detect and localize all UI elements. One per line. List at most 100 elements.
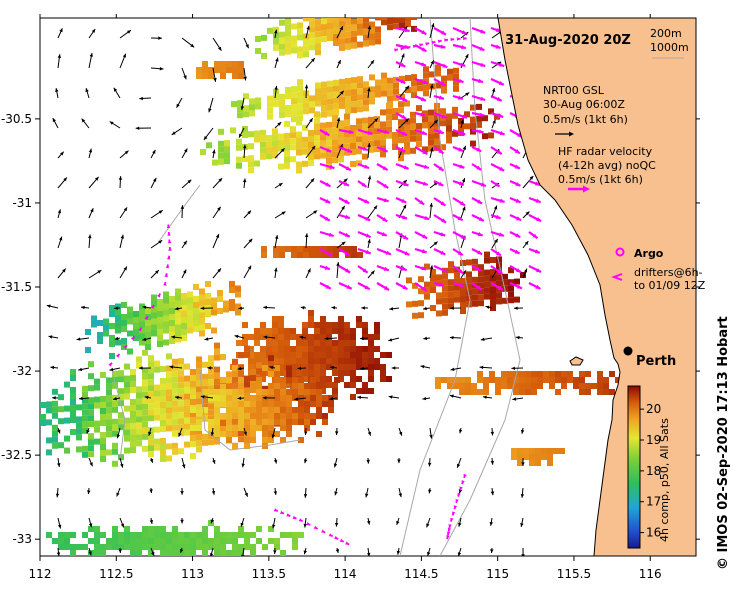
lon-tick-label: 112.5 <box>99 567 133 581</box>
sst-pixel <box>434 114 440 121</box>
radar-velocity-arrows <box>319 26 542 292</box>
sst-pixel <box>304 413 310 419</box>
sst-pixel <box>214 389 220 395</box>
sst-pixel <box>214 342 220 349</box>
sst-pixel <box>100 456 106 462</box>
sst-pixel <box>124 405 130 412</box>
model-arrow <box>334 517 339 527</box>
sst-pixel <box>290 346 296 352</box>
model-arrow <box>200 306 214 310</box>
sst-pixel <box>362 352 368 358</box>
sst-pixel <box>250 395 256 401</box>
radar-arrow <box>395 112 407 120</box>
model-arrow <box>367 87 371 99</box>
sst-pixel <box>124 363 130 370</box>
sst-pixel <box>94 426 100 433</box>
sst-pixel <box>250 413 256 419</box>
sst-pixel <box>440 108 446 115</box>
sst-pixel <box>151 318 157 325</box>
sst-pixel <box>478 264 484 271</box>
model-arrow <box>181 37 195 48</box>
sst-pixel <box>181 317 187 323</box>
sst-pixel <box>243 105 249 112</box>
sst-pixel <box>310 389 316 395</box>
sst-pixel <box>537 371 543 377</box>
sst-pixel <box>220 413 226 419</box>
sst-pixel <box>291 47 297 54</box>
sst-pixel <box>320 364 326 370</box>
sst-pixel <box>430 287 436 293</box>
sst-pixel <box>214 544 220 550</box>
model-arrow <box>150 239 163 249</box>
model-arrow <box>391 366 399 370</box>
model-arrow <box>274 211 286 219</box>
sst-pixel <box>298 395 304 401</box>
sst-pixel <box>196 440 202 447</box>
sst-pixel <box>249 110 255 117</box>
model-arrow <box>237 396 245 400</box>
sst-pixel <box>418 276 424 283</box>
sst-pixel <box>226 395 232 401</box>
radar-arrow <box>433 94 445 100</box>
model-arrow <box>521 547 525 556</box>
sst-pixel <box>332 121 338 128</box>
sst-pixel <box>118 454 124 461</box>
sst-pixel <box>272 328 278 334</box>
sst-pixel <box>322 395 328 401</box>
sst-pixel <box>148 427 154 434</box>
sst-pixel <box>184 423 190 430</box>
sst-pixel <box>350 149 356 155</box>
lat-tick-label: -31.5 <box>1 280 32 294</box>
model-arrow <box>305 145 316 159</box>
sst-pixel <box>520 272 526 278</box>
sst-pixel <box>290 138 296 145</box>
model-arrow <box>336 205 346 219</box>
sst-pixel <box>244 345 250 352</box>
sst-pixel <box>250 383 256 389</box>
model-arrow <box>274 148 285 159</box>
model-arrow <box>52 396 59 400</box>
sst-pixel <box>266 147 272 154</box>
sst-pixel <box>169 332 175 338</box>
sst-pixel <box>286 365 292 372</box>
sst-pixel <box>202 397 208 404</box>
sst-pixel <box>304 407 310 413</box>
sst-pixel <box>278 145 284 152</box>
sst-pixel <box>553 448 559 454</box>
model-arrow <box>212 177 223 189</box>
sst-pixel <box>460 260 466 266</box>
sst-pixel <box>218 158 224 165</box>
sst-pixel <box>374 346 380 352</box>
model-arrow <box>520 487 525 498</box>
sst-pixel <box>151 300 157 307</box>
sst-pixel <box>238 67 244 73</box>
sst-pixel <box>350 364 356 370</box>
sst-pixel <box>160 396 166 402</box>
radar-arrow <box>414 94 427 102</box>
sst-pixel <box>339 78 345 85</box>
radar-arrow <box>357 230 372 239</box>
sst-pixel <box>529 460 535 466</box>
sst-pixel <box>302 334 308 340</box>
sst-pixel <box>309 38 315 45</box>
sst-pixel <box>399 22 405 29</box>
sst-pixel <box>142 379 148 386</box>
sst-pixel <box>508 279 514 286</box>
sst-pixel <box>178 388 184 395</box>
sst-pixel <box>133 329 139 335</box>
sst-pixel <box>238 73 244 79</box>
sst-pixel <box>320 358 326 364</box>
sst-pixel <box>484 269 490 276</box>
sst-pixel <box>351 83 357 90</box>
sst-pixel <box>187 321 193 328</box>
sst-pixel <box>350 346 356 352</box>
sst-pixel <box>148 361 154 368</box>
sst-pixel <box>261 52 267 59</box>
sst-pixel <box>428 121 434 128</box>
sst-pixel <box>308 310 314 316</box>
drifter-track <box>394 36 467 52</box>
colorbar-tick-label: 17 <box>646 495 661 509</box>
sst-pixel <box>351 36 357 43</box>
model-arrow <box>330 365 338 370</box>
